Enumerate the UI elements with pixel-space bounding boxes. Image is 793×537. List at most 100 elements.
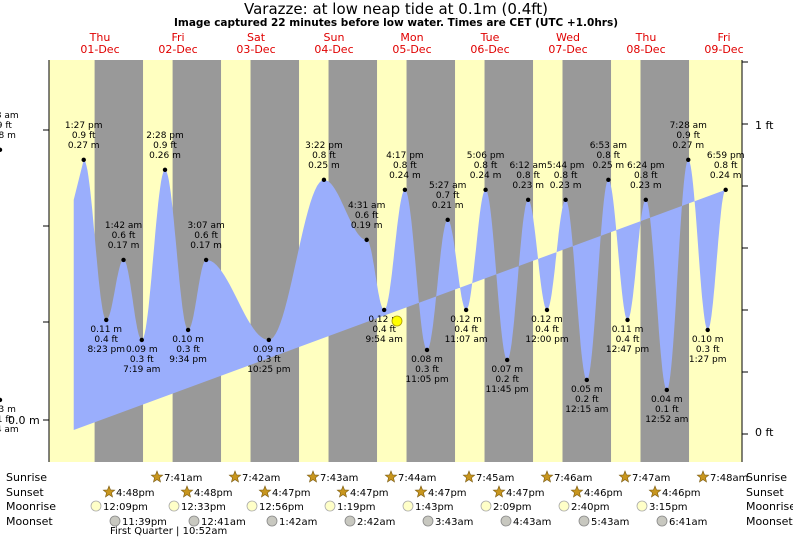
extreme-label: 12:00 pm xyxy=(525,335,568,345)
day-name: Sat xyxy=(247,31,266,44)
extreme-label: 0.12 m xyxy=(450,315,482,325)
tide-extreme: 6:24 pm0.8 ft0.23 m xyxy=(627,161,665,203)
moonset-item: 3:43am xyxy=(422,515,473,528)
moonrise-item: 12:56pm xyxy=(246,500,304,513)
moonset-row-label-left: Moonset xyxy=(6,515,53,528)
extreme-label: 0.9 ft xyxy=(0,121,12,131)
extreme-label: 0.04 m xyxy=(651,395,683,405)
extreme-label: 0.11 m xyxy=(90,325,122,335)
tide-extreme: 6:12 am0.8 ft0.23 m xyxy=(509,161,547,203)
moonset-time: 12:41am xyxy=(201,517,246,528)
sunset-item: 4:48pm xyxy=(180,485,233,499)
sunrise-icon xyxy=(384,470,398,483)
tide-extreme: 0.12 m0.4 ft9:54 am xyxy=(365,307,403,345)
sunset-time: 4:47pm xyxy=(350,488,389,499)
sunrise-icon xyxy=(618,470,632,483)
tide-extremes: 1:27 pm0.9 ft0.27 m0.11 m0.4 ft8:23 pm1:… xyxy=(0,111,744,435)
extreme-dot xyxy=(606,177,611,183)
extreme-dot xyxy=(402,187,408,193)
axes: 0.0 m 0 ft 1 ft xyxy=(8,60,774,462)
day-date: 03-Dec xyxy=(236,43,275,56)
moonset-item: 11:39pm xyxy=(109,515,167,528)
extreme-label: 0.19 m xyxy=(351,221,383,231)
tide-extreme: 4:31 am0.6 ft0.19 m xyxy=(348,201,385,243)
sunrise-item: 7:42am xyxy=(228,470,280,484)
extreme-label: 0.12 m xyxy=(531,315,563,325)
moonset-icon xyxy=(344,515,356,527)
sunset-icon xyxy=(180,485,194,498)
moonset-item: 1:42am xyxy=(266,515,317,528)
extreme-label: 0.25 m xyxy=(593,161,625,171)
extreme-dot xyxy=(664,387,670,393)
extreme-label: 6:59 pm xyxy=(707,151,745,161)
moonset-time: 4:43am xyxy=(513,517,551,528)
extreme-dot xyxy=(424,347,430,353)
day-name: Thu xyxy=(635,31,657,44)
tide-extreme: 3:22 pm0.8 ft0.25 m xyxy=(305,141,343,183)
moonset-time: 11:39pm xyxy=(122,517,167,528)
sunset-time: 4:46pm xyxy=(584,488,623,499)
moonrise-time: 1:43pm xyxy=(415,502,454,513)
moonrise-icon xyxy=(90,500,102,512)
tide-extreme: 4:17 pm0.8 ft0.24 m xyxy=(386,151,424,193)
moonset-icon xyxy=(578,515,590,527)
extreme-label: 0.3 ft xyxy=(176,345,200,355)
extreme-label: 4:31 am xyxy=(348,201,385,211)
day-labels: Thu01-DecFri02-DecSat03-DecSun04-DecMon0… xyxy=(80,31,743,56)
sunrise-item: 7:44am xyxy=(384,470,436,484)
extreme-label: 0.12 m xyxy=(368,315,400,325)
moonrise-icon xyxy=(324,500,336,512)
tide-extreme: 5:27 am0.7 ft0.21 m xyxy=(429,181,466,223)
moonrise-row-label-left: Moonrise xyxy=(6,500,56,513)
sunrise-icon xyxy=(228,470,242,483)
moonset-icon xyxy=(656,515,668,527)
extreme-dot xyxy=(203,257,209,263)
extreme-label: 0.09 m xyxy=(253,345,285,355)
extreme-label: 0.3 ft xyxy=(415,365,439,375)
day-date: 02-Dec xyxy=(158,43,197,56)
extreme-label: 12:15 am xyxy=(565,405,608,415)
extreme-dot xyxy=(445,217,450,223)
tide-extreme: 5:44 pm0.8 ft0.23 m xyxy=(547,161,585,203)
extreme-label: 0.25 m xyxy=(308,161,340,171)
moonrise-time: 2:09pm xyxy=(493,502,532,513)
extreme-label: 0.3 ft xyxy=(257,355,281,365)
moonrise-time: 12:56pm xyxy=(259,502,304,513)
extreme-label: 3:07 am xyxy=(187,221,224,231)
tide-area xyxy=(73,159,726,431)
extreme-label: 5:44 pm xyxy=(547,161,585,171)
now-moon-icon xyxy=(391,315,403,327)
extreme-label: 0.24 m xyxy=(470,171,502,181)
day-date: 06-Dec xyxy=(470,43,509,56)
extreme-label: 0.09 m xyxy=(126,345,158,355)
now-marker xyxy=(391,315,403,327)
extreme-label: 1:24 am xyxy=(0,425,19,435)
tide-extreme: 0.09 m0.3 ft7:19 am xyxy=(123,337,160,375)
extreme-dot xyxy=(563,197,568,203)
tide-extreme: 0.10 m0.3 ft1:27 pm xyxy=(689,327,727,365)
day-date: 08-Dec xyxy=(626,43,665,56)
sunset-item: 4:47pm xyxy=(492,485,545,499)
day-name: Mon xyxy=(400,31,423,44)
extreme-label: 0.6 ft xyxy=(194,231,218,241)
sunrise-time: 7:45am xyxy=(476,473,514,484)
sunset-time: 4:47pm xyxy=(272,488,311,499)
extreme-label: 0.1 ft xyxy=(655,405,679,415)
extreme-label: 8:23 pm xyxy=(87,345,125,355)
extreme-label: 0.9 ft xyxy=(153,141,177,151)
extreme-label: 1:27 pm xyxy=(689,355,727,365)
sunset-item: 4:47pm xyxy=(336,485,389,499)
moonset-time: 5:43am xyxy=(591,517,629,528)
moon-phase-label: First Quarter | 10:52am xyxy=(110,526,227,537)
extreme-label: 11:07 am xyxy=(445,335,488,345)
sunrise-item: 7:45am xyxy=(462,470,514,484)
extreme-dot xyxy=(185,327,191,333)
extreme-label: 4:17 pm xyxy=(386,151,424,161)
extreme-label: 0.4 ft xyxy=(94,335,118,345)
moonrise-item: 1:19pm xyxy=(324,500,376,513)
